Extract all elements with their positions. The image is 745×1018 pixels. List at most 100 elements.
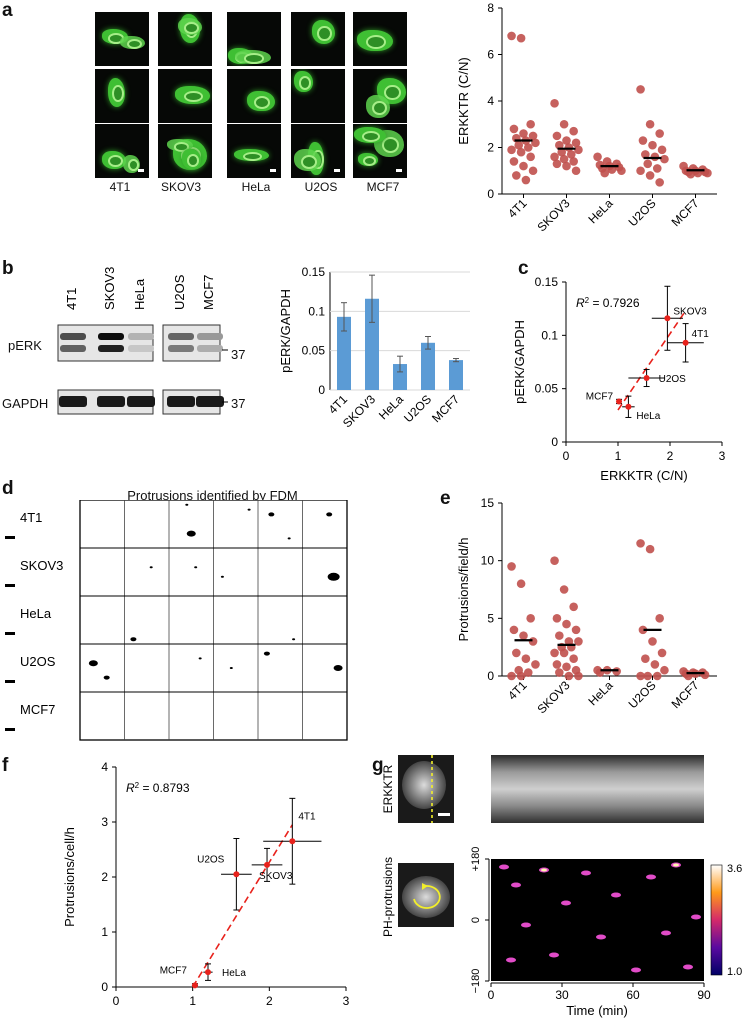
y-tick-label: 10 [481,554,495,568]
y-tick-label: 15 [481,496,495,510]
rotation-arrow-icon [413,885,441,909]
point-label: HeLa [636,411,660,422]
protrusion-blob [287,537,291,540]
point-label: SKOV3 [673,306,707,317]
x-tick-label: 0 [488,988,495,1002]
data-point [552,660,562,669]
ph-hotspot [521,922,531,928]
band-gapdh [167,396,195,407]
y-tick-label: 3 [101,815,108,829]
y-tick-label: 4 [101,760,108,774]
data-point [550,556,559,565]
scale-bar [5,536,15,539]
chart-perk-bar: 00.050.10.154T1SKOV3HeLaU2OSMCF7pERK/GAP… [278,265,470,430]
micrograph-tile [353,69,407,123]
data-point [507,562,516,571]
data-point [645,171,655,180]
nucleus-shape [254,95,271,110]
protrusion-blob [198,657,202,660]
data-point [569,126,578,136]
band-perk-upper [168,333,194,340]
x-axis-title: ERKKTR (C/N) [600,468,687,483]
blot-lane-label: SKOV3 [102,267,117,310]
data-point [571,166,581,176]
micrograph-tile [158,12,212,66]
data-point [509,124,519,134]
r-squared-value: = 0.8793 [139,781,190,795]
ph-hotspot [561,900,571,906]
y-tick-label: 0 [551,435,558,449]
x-tick-label: SKOV3 [534,678,572,716]
data-point [625,403,632,410]
micrograph-tile [353,12,407,66]
fdm-row-label: U2OS [20,654,56,669]
data-point [686,169,696,179]
x-tick-label: 2 [266,994,273,1008]
y-axis-title: Protrusions/cell/h [62,827,77,927]
nucleus-shape [363,156,377,167]
ph-hotspot [549,952,559,958]
cell-body [402,761,446,809]
x-axis-title: ERKKTR (C/N) [187,1013,274,1015]
data-point [557,147,567,157]
cell-label-skov3: SKOV3 [160,180,202,194]
data-point [512,648,521,658]
micrograph-tile [95,124,149,178]
y-tick-label: 1 [101,925,108,939]
data-point [552,614,562,623]
data-point [636,166,645,176]
data-point [523,143,533,152]
data-point [526,614,535,623]
colorbar-max: 3.6 [727,863,742,875]
protrusion-blob [268,512,275,517]
x-tick-label: 90 [697,988,711,1002]
x-tick-label: MCF7 [669,196,702,229]
nucleus-shape [173,141,190,152]
ph-hotspot [511,882,521,888]
data-point [638,136,648,145]
data-point [660,154,669,164]
panel-label-e: e [440,488,451,509]
y-tick-label: 8 [487,1,494,15]
y-tick-label: 0 [318,383,325,397]
data-point [607,165,617,174]
ph-hotspot [506,957,516,963]
cell-label-4t1: 4T1 [109,180,131,194]
micrograph-tile [95,12,149,66]
band-perk-lower [197,345,223,352]
chart-erkktr-dotplot: 0 2 4 6 8 4T1 SKOV3 HeLa U2OS MCF7 ERKKTR (C/N) [456,1,717,234]
y-tick-label: 0.1 [308,304,325,318]
marker-37-upper: 37 [231,347,246,362]
data-point [512,171,521,180]
data-point [519,631,528,640]
arrowhead-icon [422,883,428,890]
ph-hotspot [596,934,606,940]
data-point [645,544,655,554]
data-point [519,161,528,171]
data-point [648,140,657,150]
protrusion-blob [326,512,333,517]
data-point [233,871,240,878]
cell-label-hela: HeLa [241,180,271,194]
band-gapdh [127,396,155,407]
nucleus-shape [372,100,387,116]
data-point [559,585,569,594]
panel-label-g: g [372,755,384,776]
blot-lane-label: MCF7 [201,275,216,310]
nucleus-shape [127,159,140,172]
kymograph-panel: ERKKTR PH-protrusions +180 0 −180 0 30 60 90 Time… [381,755,742,1018]
x-tick-label: HeLa [376,392,406,422]
band-gapdh [59,396,87,407]
data-point [574,145,583,155]
nucleus-shape [298,76,312,90]
blot-lane-label: 4T1 [64,288,79,310]
protrusion-blob [247,508,251,511]
band-perk-upper [197,333,223,340]
data-point [509,625,519,635]
data-point [574,637,583,646]
r-symbol: R [126,781,135,795]
data-point [574,671,583,681]
y-axis-title: ERKKTR (C/N) [456,57,471,144]
data-point [641,654,650,663]
data-point [638,625,648,635]
